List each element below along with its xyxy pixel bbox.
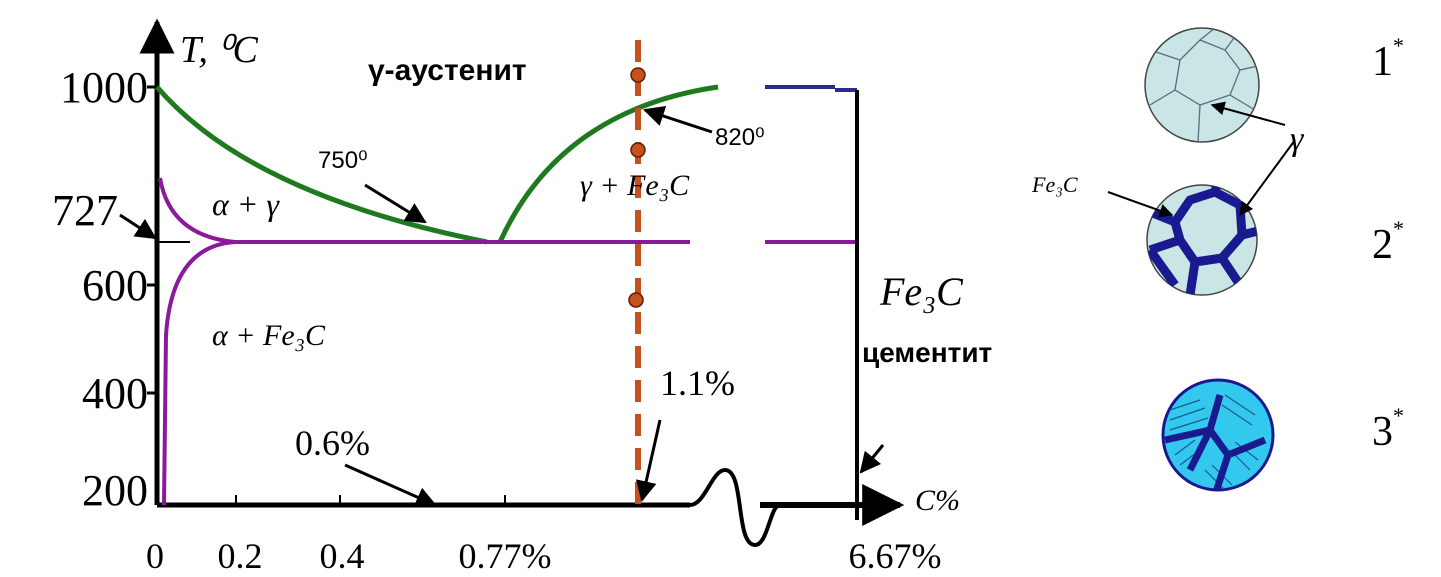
annotation: 750⁰ <box>318 147 368 174</box>
annotation: 820⁰ <box>715 124 765 151</box>
region-label: γ + Fe₃C <box>580 169 690 202</box>
structure-label: 1* <box>1372 33 1404 85</box>
x-tick: 0.4 <box>320 536 365 576</box>
microstructure-3 <box>1163 380 1273 495</box>
y-tick: 400 <box>82 369 148 418</box>
axes <box>147 22 900 545</box>
annotation: 0.6% <box>295 423 370 463</box>
phase-label: γ <box>1290 121 1305 158</box>
x-tick: 6.67% <box>849 536 942 576</box>
x-ticks: 0 0.2 0.4 0.77% 6.67% <box>146 536 942 576</box>
annotation: цементит <box>862 337 992 368</box>
label-mark: * <box>1393 403 1404 428</box>
structure-label: 2* <box>1372 216 1404 268</box>
phase-label: Fe₃C <box>1031 172 1078 197</box>
x-tick: 0 <box>146 536 164 576</box>
y-tick: 727 <box>52 186 118 235</box>
y-tick: 600 <box>82 261 148 310</box>
label-number: 3 <box>1372 409 1393 455</box>
region-label: α + γ <box>212 186 280 222</box>
region-label: α + Fe₃C <box>212 319 326 352</box>
diagram: T, ⁰C C% 1000 727 600 400 200 0 0.2 0.4 … <box>0 0 1441 577</box>
y-tick: 200 <box>82 466 148 515</box>
label-mark: * <box>1393 33 1404 58</box>
label-number: 1 <box>1372 39 1393 85</box>
phase-lines <box>157 40 857 520</box>
structure-label: 3* <box>1372 403 1404 455</box>
y-axis-label: T, ⁰C <box>180 29 259 71</box>
arrows <box>120 110 883 505</box>
annotation: 1.1% <box>660 363 735 403</box>
y-tick: 1000 <box>60 63 148 112</box>
x-axis-label: C% <box>915 484 960 517</box>
microstructure-2 <box>1147 180 1262 295</box>
structure-labels: 1* 2* 3* <box>1372 33 1404 455</box>
label-mark: * <box>1393 216 1404 241</box>
label-number: 2 <box>1372 222 1393 268</box>
annotation: Fe₃C <box>879 269 964 314</box>
x-tick: 0.2 <box>218 536 263 576</box>
y-ticks: 1000 727 600 400 200 <box>52 63 148 515</box>
region-label: γ-аустенит <box>368 54 527 87</box>
x-tick: 0.77% <box>459 536 552 576</box>
microstructure-1 <box>1145 28 1262 142</box>
